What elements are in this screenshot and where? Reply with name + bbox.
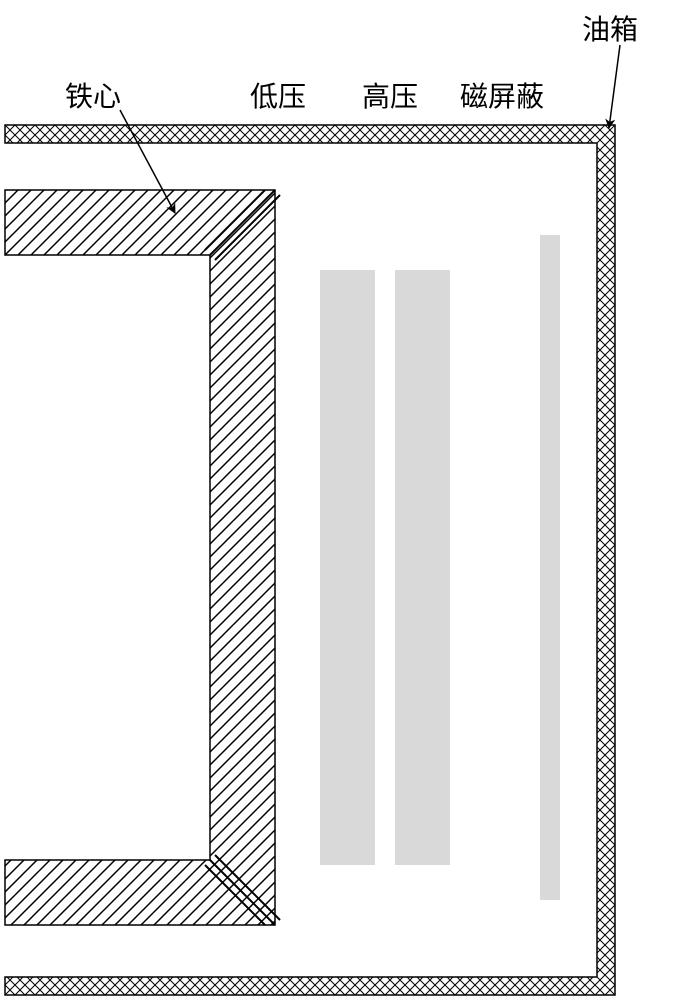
iron-core: [5, 190, 275, 925]
tank-arrow: [609, 45, 620, 128]
shield-bar: [540, 235, 560, 900]
diagram-svg: [0, 0, 677, 1000]
high-voltage-bar: [395, 270, 450, 865]
low-voltage-bar: [320, 270, 375, 865]
